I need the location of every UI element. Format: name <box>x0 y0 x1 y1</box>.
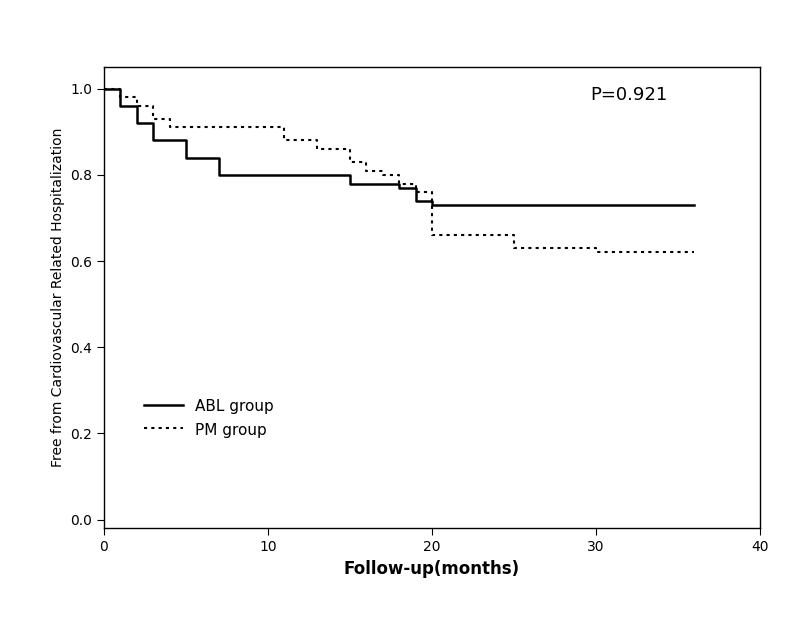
Text: P=0.921: P=0.921 <box>590 85 667 103</box>
Legend: ABL group, PM group: ABL group, PM group <box>145 398 274 438</box>
Text: Medscape: Medscape <box>8 594 86 608</box>
Text: Source: Pacing Clin Electrophysiol © 2014 Blackwell Publishing: Source: Pacing Clin Electrophysiol © 201… <box>441 597 792 607</box>
X-axis label: Follow-up(months): Follow-up(months) <box>344 560 520 578</box>
Y-axis label: Free from Cardiovascular Related Hospitalization: Free from Cardiovascular Related Hospita… <box>50 128 65 467</box>
